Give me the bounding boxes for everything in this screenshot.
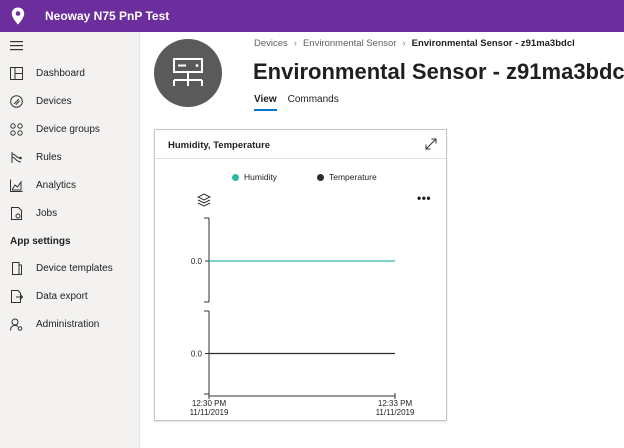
sidebar-item-label: Analytics <box>36 180 77 191</box>
legend-marker <box>317 173 324 181</box>
tab-commands[interactable]: Commands <box>287 94 339 105</box>
app-settings-heading: App settings <box>10 236 71 247</box>
device-groups-icon <box>10 123 23 136</box>
sidebar-item-label: Device groups <box>36 124 100 135</box>
layers-icon[interactable] <box>197 193 211 207</box>
dashboard-icon <box>10 67 23 80</box>
sidebar-item-device-groups[interactable]: Device groups <box>0 118 140 142</box>
sidebar-item-label: Jobs <box>36 208 58 219</box>
sidebar-item-devices[interactable]: Devices <box>0 90 140 114</box>
expand-icon[interactable] <box>425 138 437 150</box>
chart-tile-header: Humidity, Temperature <box>155 130 446 159</box>
sidebar-item-label: Data export <box>36 291 88 302</box>
legend-marker <box>232 173 239 181</box>
sidebar-item-label: Devices <box>36 96 72 107</box>
sidebar: Dashboard Devices Device groups Rules An… <box>0 32 140 448</box>
sidebar-item-data-export[interactable]: Data export <box>0 285 140 309</box>
sidebar-item-label: Dashboard <box>36 68 85 79</box>
page-title: Environmental Sensor - z91ma3bdcl <box>253 59 624 84</box>
app-title: Neoway N75 PnP Test <box>45 9 170 23</box>
tab-view[interactable]: View <box>254 94 277 111</box>
x-tick-label-time: 12:30 PM <box>192 399 227 408</box>
chart-tile: Humidity, Temperature Humidity Temperatu… <box>154 129 447 421</box>
rules-icon <box>11 152 22 163</box>
network-device-icon <box>173 58 203 86</box>
legend-item-humidity[interactable]: Humidity <box>232 172 277 182</box>
breadcrumb-current: Environmental Sensor - z91ma3bdcl <box>411 38 575 49</box>
sidebar-item-jobs[interactable]: Jobs <box>0 202 140 226</box>
legend-label: Humidity <box>244 172 278 182</box>
tab-bar: View Commands <box>254 94 350 111</box>
sidebar-item-label: Administration <box>36 319 100 330</box>
x-tick-label-date: 11/11/2019 <box>376 408 415 417</box>
sidebar-item-label: Rules <box>36 152 62 163</box>
legend-label: Temperature <box>329 172 377 182</box>
sidebar-item-analytics[interactable]: Analytics <box>0 174 140 198</box>
chevron-right-icon: › <box>293 38 297 49</box>
device-avatar <box>154 39 222 107</box>
more-options-button[interactable]: ••• <box>417 191 432 205</box>
analytics-icon <box>10 179 23 192</box>
device-templates-icon <box>12 262 22 275</box>
chevron-right-icon: › <box>402 38 406 49</box>
map-pin-icon <box>11 7 25 25</box>
sidebar-item-rules[interactable]: Rules <box>0 146 140 170</box>
hamburger-icon[interactable] <box>10 40 23 51</box>
breadcrumb: Devices › Environmental Sensor › Environ… <box>254 38 575 49</box>
jobs-icon <box>11 207 22 220</box>
legend-item-temperature[interactable]: Temperature <box>317 172 377 182</box>
sidebar-item-dashboard[interactable]: Dashboard <box>0 62 140 86</box>
sidebar-item-administration[interactable]: Administration <box>0 313 140 337</box>
data-export-icon <box>11 290 23 303</box>
sidebar-item-label: Device templates <box>36 263 113 274</box>
sidebar-item-device-templates[interactable]: Device templates <box>0 257 140 281</box>
administration-icon <box>10 318 23 331</box>
chart-tile-title: Humidity, Temperature <box>168 140 271 151</box>
breadcrumb-link-template[interactable]: Environmental Sensor <box>302 38 397 49</box>
devices-icon <box>10 95 23 108</box>
main-content: Devices › Environmental Sensor › Environ… <box>140 32 624 448</box>
y-tick-label: 0.0 <box>191 257 203 266</box>
app-header: Neoway N75 PnP Test <box>0 0 624 32</box>
y-tick-label: 0.0 <box>191 350 203 359</box>
breadcrumb-link-devices[interactable]: Devices <box>254 38 288 49</box>
x-tick-label-time: 12:33 PM <box>378 399 413 408</box>
x-tick-label-date: 11/11/2019 <box>190 408 229 417</box>
